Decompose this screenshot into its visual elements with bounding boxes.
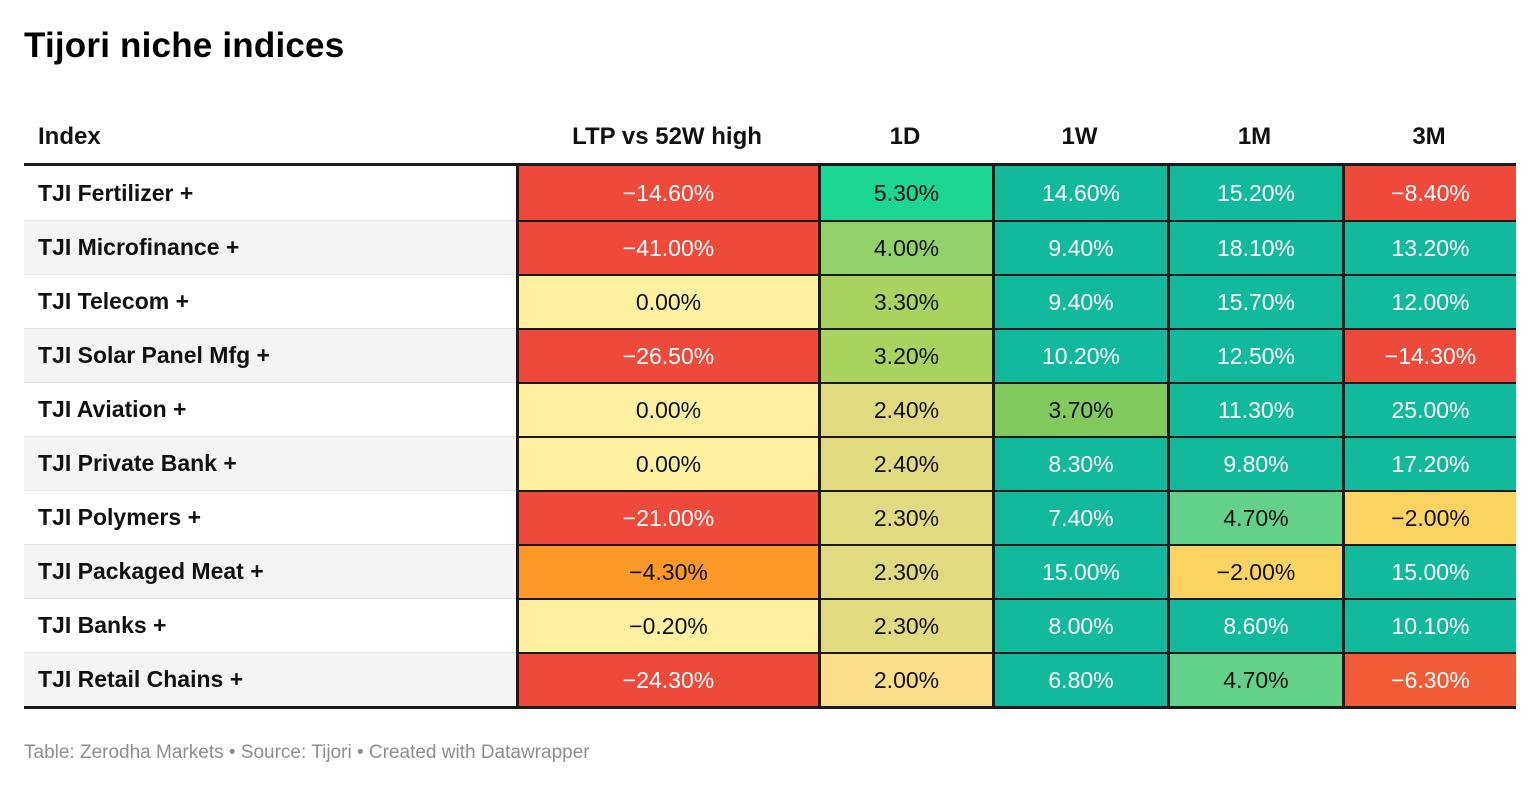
column-header-1d: 1D (889, 123, 921, 150)
table-row: TJI Telecom + 0.00% 3.30% 9.40% 15.70% 1… (24, 274, 1516, 328)
value-cell: −4.30% (516, 544, 818, 598)
value-cell: 25.00% (1342, 382, 1516, 436)
page-title: Tijori niche indices (24, 26, 345, 65)
column-header-ltp-vs-52w-high: LTP vs 52W high (572, 123, 762, 150)
table-row: TJI Fertilizer + −14.60% 5.30% 14.60% 15… (24, 166, 1516, 220)
value-cell: −8.40% (1342, 166, 1516, 220)
value-cell: 0.00% (516, 436, 818, 490)
table-row: TJI Polymers + −21.00% 2.30% 7.40% 4.70%… (24, 490, 1516, 544)
table-body: TJI Fertilizer + −14.60% 5.30% 14.60% 15… (24, 166, 1516, 709)
value-cell: 8.30% (992, 436, 1167, 490)
value-cell: 15.00% (1342, 544, 1516, 598)
value-cell: −2.00% (1167, 544, 1342, 598)
row-index-label[interactable]: TJI Aviation + (24, 382, 516, 436)
value-cell: 9.40% (992, 220, 1167, 274)
row-index-label[interactable]: TJI Private Bank + (24, 436, 516, 490)
value-cell: 14.60% (992, 166, 1167, 220)
value-cell: 13.20% (1342, 220, 1516, 274)
value-cell: 18.10% (1167, 220, 1342, 274)
value-cell: 8.60% (1167, 598, 1342, 652)
value-cell: 15.20% (1167, 166, 1342, 220)
column-header-3m: 3M (1412, 123, 1446, 150)
row-index-label[interactable]: TJI Banks + (24, 598, 516, 652)
table-row: TJI Banks + −0.20% 2.30% 8.00% 8.60% 10.… (24, 598, 1516, 652)
value-cell: 2.30% (818, 490, 992, 544)
column-header-1m: 1M (1237, 123, 1272, 150)
value-cell: 3.70% (992, 382, 1167, 436)
value-cell: 3.30% (818, 274, 992, 328)
value-cell: 15.70% (1167, 274, 1342, 328)
value-cell: 2.00% (818, 652, 992, 706)
row-index-label[interactable]: TJI Microfinance + (24, 220, 516, 274)
column-header-1w: 1W (1061, 123, 1098, 150)
value-cell: 2.30% (818, 598, 992, 652)
value-cell: −24.30% (516, 652, 818, 706)
table-row: TJI Retail Chains + −24.30% 2.00% 6.80% … (24, 652, 1516, 706)
table-row: TJI Aviation + 0.00% 2.40% 3.70% 11.30% … (24, 382, 1516, 436)
value-cell: −21.00% (516, 490, 818, 544)
table-row: TJI Packaged Meat + −4.30% 2.30% 15.00% … (24, 544, 1516, 598)
row-index-label[interactable]: TJI Polymers + (24, 490, 516, 544)
table-attribution: Table: Zerodha Markets • Source: Tijori … (24, 742, 590, 763)
value-cell: −14.30% (1342, 328, 1516, 382)
value-cell: −41.00% (516, 220, 818, 274)
value-cell: −0.20% (516, 598, 818, 652)
value-cell: −2.00% (1342, 490, 1516, 544)
value-cell: 0.00% (516, 274, 818, 328)
row-index-label[interactable]: TJI Fertilizer + (24, 166, 516, 220)
value-cell: 4.70% (1167, 490, 1342, 544)
value-cell: 9.40% (992, 274, 1167, 328)
value-cell: 12.00% (1342, 274, 1516, 328)
value-cell: 2.40% (818, 436, 992, 490)
table-row: TJI Private Bank + 0.00% 2.40% 8.30% 9.8… (24, 436, 1516, 490)
value-cell: 8.00% (992, 598, 1167, 652)
value-cell: 3.20% (818, 328, 992, 382)
value-cell: 12.50% (1167, 328, 1342, 382)
table-row: TJI Microfinance + −41.00% 4.00% 9.40% 1… (24, 220, 1516, 274)
value-cell: 5.30% (818, 166, 992, 220)
value-cell: 0.00% (516, 382, 818, 436)
value-cell: 2.30% (818, 544, 992, 598)
value-cell: 7.40% (992, 490, 1167, 544)
row-index-label[interactable]: TJI Solar Panel Mfg + (24, 328, 516, 382)
value-cell: 2.40% (818, 382, 992, 436)
value-cell: 4.00% (818, 220, 992, 274)
value-cell: −26.50% (516, 328, 818, 382)
value-cell: 10.20% (992, 328, 1167, 382)
page: Tijori niche indices Index LTP vs 52W hi… (24, 26, 1516, 763)
value-cell: 11.30% (1167, 382, 1342, 436)
value-cell: 6.80% (992, 652, 1167, 706)
table-row: TJI Solar Panel Mfg + −26.50% 3.20% 10.2… (24, 328, 1516, 382)
indices-table: Index LTP vs 52W high 1D 1W 1M 3M TJI Fe… (24, 123, 1516, 709)
row-index-label[interactable]: TJI Packaged Meat + (24, 544, 516, 598)
column-header-index: Index (38, 123, 101, 150)
value-cell: −14.60% (516, 166, 818, 220)
row-index-label[interactable]: TJI Telecom + (24, 274, 516, 328)
value-cell: 15.00% (992, 544, 1167, 598)
value-cell: −6.30% (1342, 652, 1516, 706)
table-header-row: Index LTP vs 52W high 1D 1W 1M 3M (24, 123, 1516, 166)
row-index-label[interactable]: TJI Retail Chains + (24, 652, 516, 706)
value-cell: 9.80% (1167, 436, 1342, 490)
value-cell: 4.70% (1167, 652, 1342, 706)
value-cell: 17.20% (1342, 436, 1516, 490)
value-cell: 10.10% (1342, 598, 1516, 652)
